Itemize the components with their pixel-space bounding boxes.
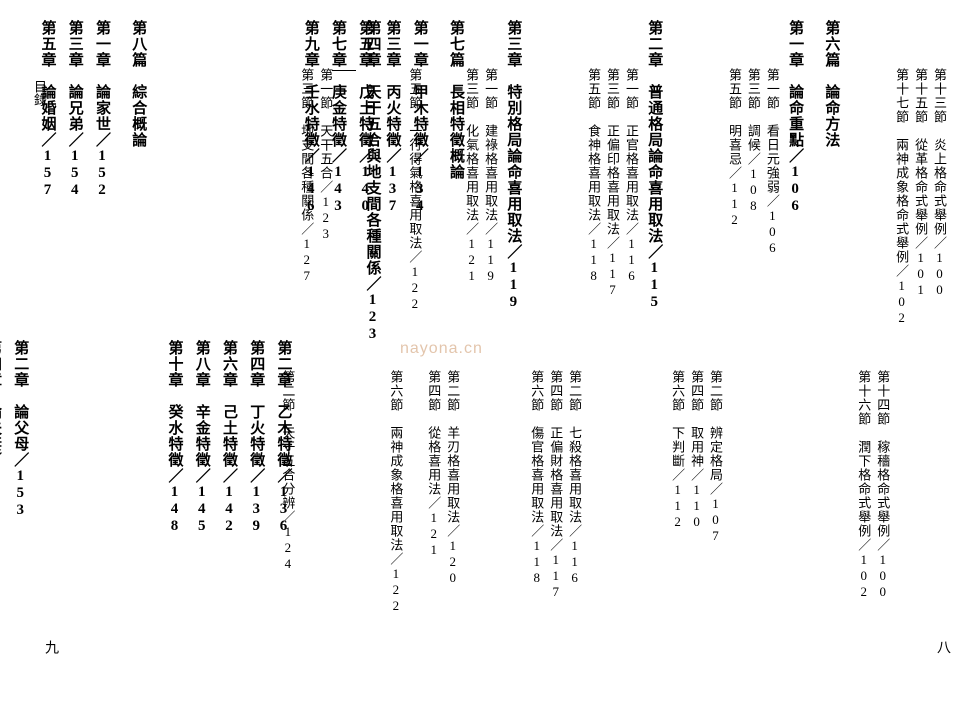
- toc-entry: 第八篇 綜合概論: [129, 20, 146, 694]
- toc-entry: 第十六節 潤下格命式舉例／102: [855, 20, 870, 694]
- page-number-left: 九: [40, 640, 60, 654]
- toc-entry: 第二章 乙木特徵／136: [274, 20, 291, 694]
- toc-entry: 第五節 食神格喜用取法／118: [585, 20, 600, 694]
- watermark-text: nayona.cn: [400, 340, 483, 358]
- toc-entry: 第十章 癸水特徵／148: [165, 20, 182, 694]
- toc-entry: 第十七節 兩神成象格命式舉例／102: [893, 20, 908, 694]
- toc-entry: 第三章 丙火特徵／137: [383, 20, 400, 694]
- toc-entry: 第四章 論夫妻／155: [0, 20, 1, 694]
- toc-entry: 第三章 特別格局論命喜用取法／119: [504, 20, 521, 694]
- toc-entry: 第二章 論父母／153: [11, 20, 28, 694]
- toc-entry: 第九章 壬水特徵／146: [302, 20, 319, 694]
- toc-entry: 第五節 明喜忌／112: [726, 20, 741, 694]
- side-label: 目錄: [30, 80, 49, 106]
- toc-entry: 第十五節 從革格命式舉例／101: [912, 20, 927, 694]
- toc-entry: 第一節 正官格喜用取法／116: [623, 20, 638, 694]
- toc-entry: 第五章 論婚姻／157: [38, 20, 55, 694]
- toc-entry: 第十三節 炎上格命式舉例／100: [931, 20, 946, 694]
- page-number-right: 八: [932, 640, 952, 654]
- toc-entry: 第六章 己土特徵／142: [220, 20, 237, 694]
- toc-entry: 第四節 取用神／110: [688, 20, 703, 694]
- toc-entry: 第三章 論兄弟／154: [66, 20, 83, 694]
- toc-entry: 第一章 論命重點／106: [786, 20, 803, 694]
- toc-entry: 第三節 正偏印格喜用取法／117: [604, 20, 619, 694]
- toc-entry: 第八章 辛金特徵／145: [193, 20, 210, 694]
- toc-entry: 第二節 辨定格局／107: [707, 20, 722, 694]
- toc-entry: 第六節 傷官格喜用取法／118: [528, 20, 543, 694]
- toc-entry: 第七章 庚金特徵／143: [329, 20, 346, 694]
- toc-entry: 第二節 七殺格喜用取法／116: [566, 20, 581, 694]
- toc-entry: 第六節 下判斷／112: [669, 20, 684, 694]
- toc-entry: 第二章 普通格局論命喜用取法／115: [645, 20, 662, 694]
- toc-entry: 第五章 戊土特徵／140: [356, 20, 373, 694]
- toc-entry: 第三節 調候／108: [745, 20, 760, 694]
- toc-entry: 第十四節 稼穡格命式舉例／100: [874, 20, 889, 694]
- right-page: 第十三節 炎上格命式舉例／100 第十五節 從革格命式舉例／101 第十七節 兩神成…: [490, 0, 958, 714]
- toc-entry: 第一章 論家世／152: [93, 20, 110, 694]
- toc-entry: 第四章 丁火特徵／139: [247, 20, 264, 694]
- toc-entry: 第四節 正偏財格喜用取法／117: [547, 20, 562, 694]
- toc-entry: 第一節 看日元強弱／106: [764, 20, 779, 694]
- toc-entry: 第六篇 論命方法: [822, 20, 839, 694]
